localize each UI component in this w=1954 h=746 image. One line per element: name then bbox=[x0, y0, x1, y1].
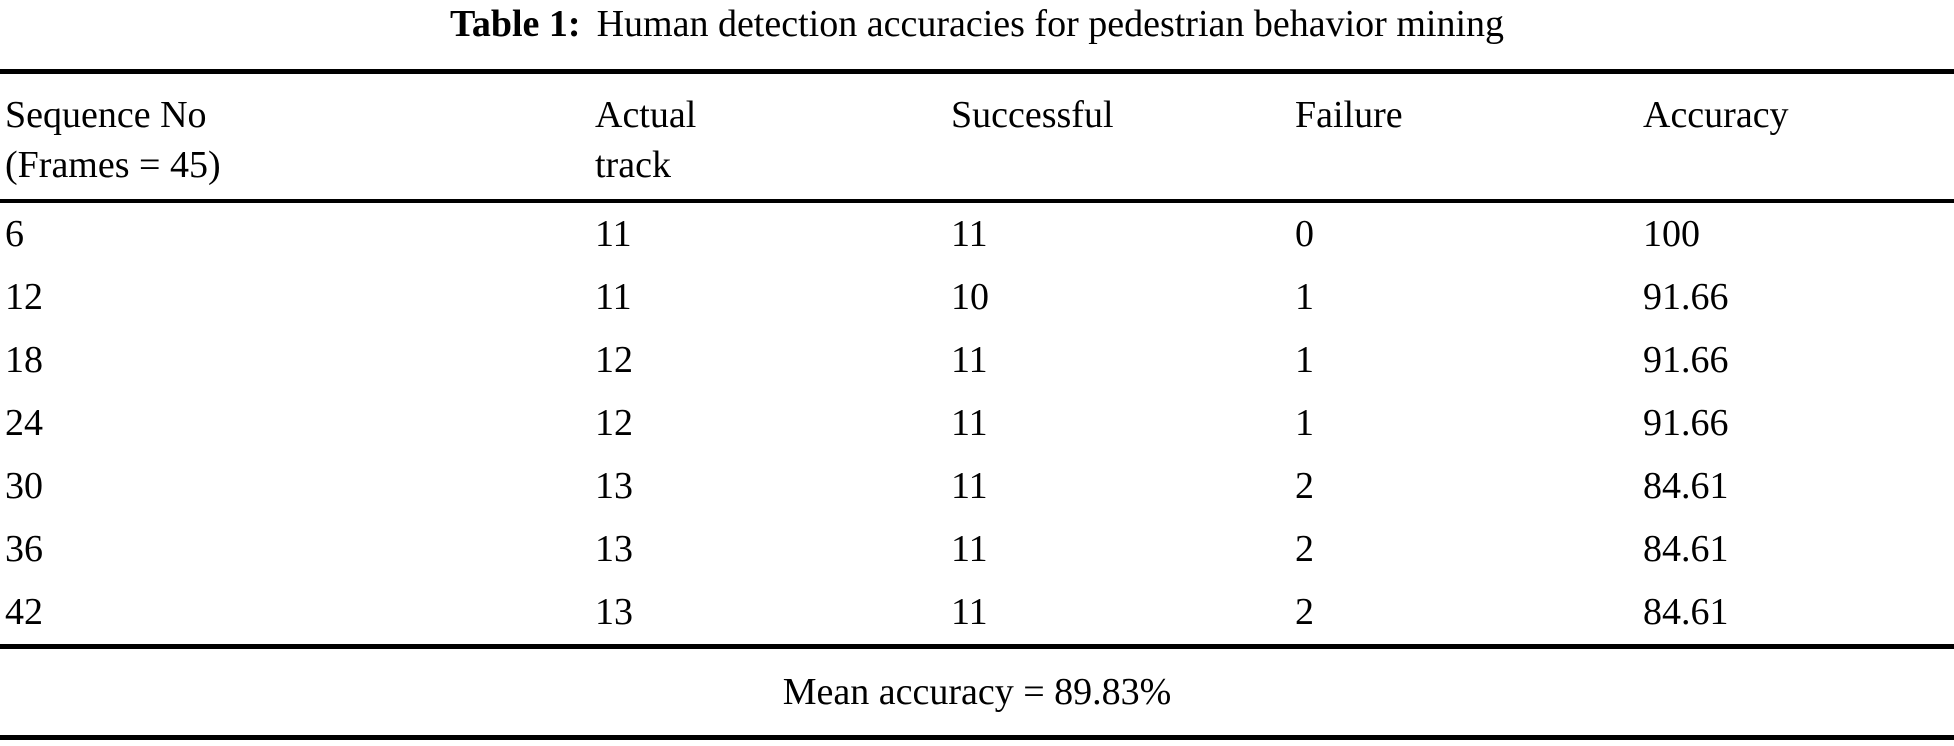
column-header-sequence-no: Sequence No (Frames = 45) bbox=[0, 74, 595, 203]
cell-accuracy: 84.61 bbox=[1643, 591, 1729, 633]
cell-failure: 2 bbox=[1295, 591, 1314, 633]
table-caption: Table 1: Human detection accuracies for p… bbox=[0, 0, 1954, 69]
cell-failure: 2 bbox=[1295, 528, 1314, 570]
cell-sequence-no: 36 bbox=[5, 528, 43, 570]
cell-successful: 11 bbox=[951, 402, 988, 444]
cell-accuracy: 84.61 bbox=[1643, 465, 1729, 507]
table-body: 6 11 11 0 100 12 11 10 1 91.66 18 12 11 … bbox=[0, 201, 1954, 644]
column-header-line: Accuracy bbox=[1643, 94, 1789, 136]
column-header-line: (Frames = 45) bbox=[5, 144, 221, 186]
cell-sequence-no: 18 bbox=[5, 339, 43, 381]
mean-accuracy-text: Mean accuracy = 89.83% bbox=[782, 671, 1172, 713]
cell-successful: 10 bbox=[951, 276, 989, 318]
cell-successful: 11 bbox=[951, 465, 988, 507]
column-header-line: Actual bbox=[595, 94, 697, 136]
cell-failure: 0 bbox=[1295, 213, 1314, 255]
column-header-accuracy: Accuracy bbox=[1643, 74, 1954, 203]
cell-accuracy: 91.66 bbox=[1643, 339, 1729, 381]
table-row: 6 11 11 0 100 bbox=[0, 201, 1954, 266]
column-header-line: track bbox=[595, 144, 671, 186]
cell-actual-track: 11 bbox=[595, 276, 632, 318]
table-row: 36 13 11 2 84.61 bbox=[0, 518, 1954, 581]
cell-failure: 2 bbox=[1295, 465, 1314, 507]
cell-successful: 11 bbox=[951, 213, 988, 255]
table-caption-text: Human detection accuracies for pedestria… bbox=[596, 3, 1504, 45]
cell-actual-track: 13 bbox=[595, 528, 633, 570]
table-row: 42 13 11 2 84.61 bbox=[0, 581, 1954, 644]
cell-failure: 1 bbox=[1295, 402, 1314, 444]
cell-actual-track: 12 bbox=[595, 402, 633, 444]
column-header-line: Failure bbox=[1295, 94, 1403, 136]
cell-accuracy: 91.66 bbox=[1643, 276, 1729, 318]
table-caption-label: Table 1: bbox=[450, 3, 581, 45]
column-header-line: Successful bbox=[951, 94, 1114, 136]
results-table: Sequence No (Frames = 45) Actual track S… bbox=[0, 74, 1954, 644]
cell-actual-track: 13 bbox=[595, 591, 633, 633]
cell-actual-track: 13 bbox=[595, 465, 633, 507]
mean-accuracy-row: Mean accuracy = 89.83% bbox=[0, 649, 1954, 735]
column-header-line: Sequence No bbox=[5, 94, 207, 136]
cell-failure: 1 bbox=[1295, 339, 1314, 381]
cell-successful: 11 bbox=[951, 528, 988, 570]
cell-sequence-no: 42 bbox=[5, 591, 43, 633]
cell-sequence-no: 12 bbox=[5, 276, 43, 318]
table-header-row: Sequence No (Frames = 45) Actual track S… bbox=[0, 74, 1954, 203]
table-row: 18 12 11 1 91.66 bbox=[0, 329, 1954, 392]
cell-actual-track: 12 bbox=[595, 339, 633, 381]
cell-accuracy: 100 bbox=[1643, 213, 1700, 255]
cell-sequence-no: 24 bbox=[5, 402, 43, 444]
cell-actual-track: 11 bbox=[595, 213, 632, 255]
column-header-actual-track: Actual track bbox=[595, 74, 951, 203]
cell-accuracy: 91.66 bbox=[1643, 402, 1729, 444]
cell-sequence-no: 30 bbox=[5, 465, 43, 507]
cell-failure: 1 bbox=[1295, 276, 1314, 318]
table-row: 12 11 10 1 91.66 bbox=[0, 266, 1954, 329]
column-header-failure: Failure bbox=[1295, 74, 1643, 203]
cell-accuracy: 84.61 bbox=[1643, 528, 1729, 570]
table-row: 24 12 11 1 91.66 bbox=[0, 392, 1954, 455]
cell-successful: 11 bbox=[951, 591, 988, 633]
column-header-successful: Successful bbox=[951, 74, 1295, 203]
cell-sequence-no: 6 bbox=[5, 213, 24, 255]
cell-successful: 11 bbox=[951, 339, 988, 381]
top-rule bbox=[0, 69, 1954, 74]
footer-rule bbox=[0, 644, 1954, 649]
bottom-rule bbox=[0, 735, 1954, 740]
table-row: 30 13 11 2 84.61 bbox=[0, 455, 1954, 518]
